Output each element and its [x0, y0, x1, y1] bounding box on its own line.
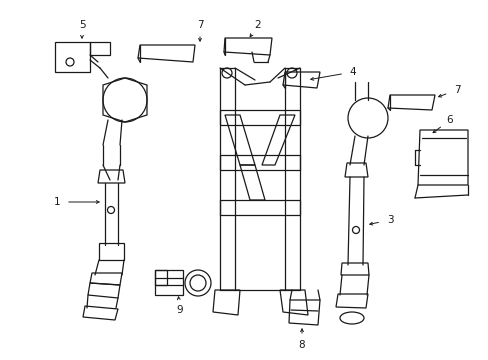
Text: 9: 9 — [176, 305, 183, 315]
Text: 8: 8 — [298, 340, 305, 350]
Text: 7: 7 — [196, 20, 203, 30]
Text: 6: 6 — [446, 115, 452, 125]
Text: 5: 5 — [79, 20, 85, 30]
Text: 4: 4 — [349, 67, 356, 77]
Text: 1: 1 — [54, 197, 60, 207]
Text: 2: 2 — [254, 20, 261, 30]
Text: 7: 7 — [453, 85, 459, 95]
Text: 3: 3 — [386, 215, 392, 225]
